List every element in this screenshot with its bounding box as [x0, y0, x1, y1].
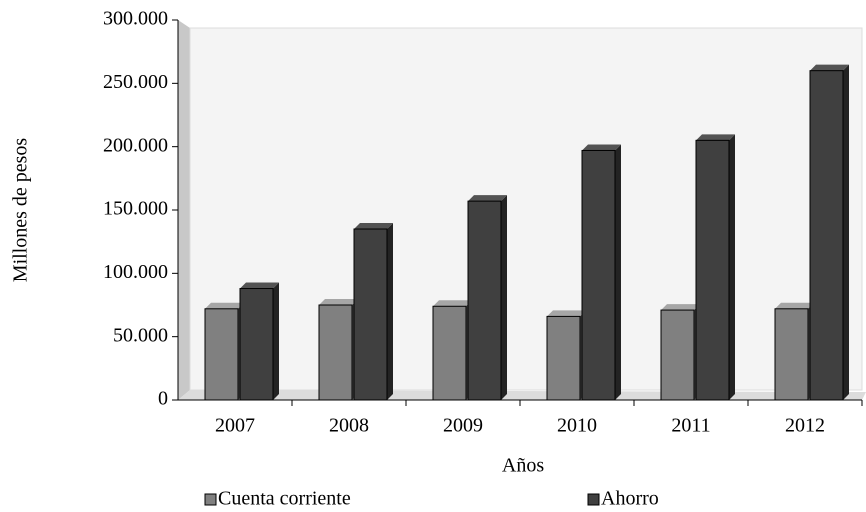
- x-tick-label: 2011: [671, 415, 710, 437]
- legend-swatch: [204, 493, 217, 506]
- bar: [695, 139, 730, 401]
- y-tick-label: 50.000: [113, 324, 168, 346]
- x-tick-label: 2010: [557, 415, 597, 437]
- bar-top: [240, 282, 279, 289]
- bar: [204, 308, 239, 401]
- side-wall: [178, 20, 190, 400]
- bar: [353, 228, 388, 401]
- legend-swatch: [587, 493, 600, 506]
- bar-side: [729, 134, 735, 401]
- x-tick-label: 2008: [329, 415, 369, 437]
- legend-label: Ahorro: [601, 488, 659, 510]
- bar: [809, 70, 844, 401]
- y-tick-label: 0: [158, 388, 168, 410]
- x-tick-label: 2007: [215, 415, 255, 437]
- bar: [581, 149, 616, 401]
- bar-top: [661, 304, 700, 311]
- legend-label: Cuenta corriente: [218, 488, 351, 510]
- y-tick-label: 200.000: [103, 134, 168, 156]
- bar-top: [775, 302, 814, 309]
- bar: [239, 288, 274, 401]
- bar-top: [433, 300, 472, 307]
- x-axis-title: Años: [502, 455, 544, 477]
- bar-top: [319, 299, 358, 305]
- bar-side: [843, 64, 849, 401]
- bar-top: [468, 195, 507, 202]
- bar: [467, 200, 502, 401]
- back-wall: [189, 27, 863, 391]
- y-tick-label: 250.000: [103, 71, 168, 93]
- bar-side: [501, 195, 507, 400]
- bar: [660, 309, 695, 401]
- bar-top: [696, 134, 735, 141]
- bar: [432, 305, 467, 401]
- floor: [178, 390, 866, 400]
- bar-top: [582, 144, 621, 151]
- x-tick-label: 2012: [785, 415, 825, 437]
- x-tick-label: 2009: [443, 415, 483, 437]
- bar-top: [810, 64, 849, 71]
- bar-top: [205, 302, 244, 309]
- bar-side: [615, 144, 621, 400]
- y-tick-label: 150.000: [103, 198, 168, 220]
- bar: [546, 315, 581, 401]
- bar-side: [273, 282, 279, 400]
- y-axis-title: Millones de pesos: [10, 138, 32, 283]
- bar: [318, 304, 353, 401]
- y-tick-label: 100.000: [103, 261, 168, 283]
- bar-side: [387, 223, 393, 400]
- bar-top: [547, 310, 586, 317]
- bar: [774, 308, 809, 401]
- y-tick-label: 300.000: [103, 8, 168, 30]
- bar-top: [354, 223, 393, 229]
